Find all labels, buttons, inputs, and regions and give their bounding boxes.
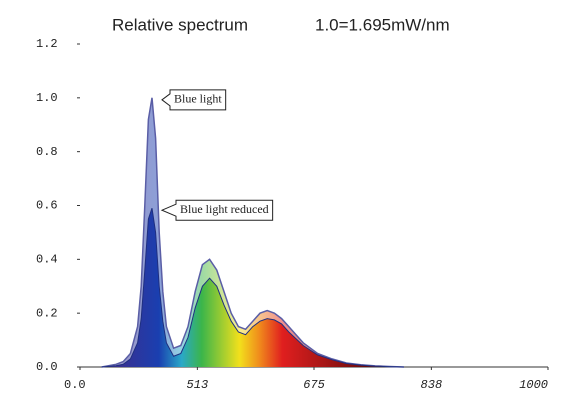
y-tick-label: 0.2: [36, 306, 58, 320]
y-tick-label: 0.8: [36, 145, 58, 159]
y-tick-label: 0.4: [36, 253, 58, 267]
chart-title: Relative spectrum: [112, 15, 248, 34]
x-tick-label: 838: [421, 378, 443, 392]
x-tick-label: 0.0: [64, 378, 86, 392]
x-tick-label: 675: [303, 378, 325, 392]
callout-box: [160, 199, 274, 221]
x-tick-label: 513: [187, 378, 209, 392]
y-tick-label: 0.6: [36, 199, 58, 213]
area-fill: [101, 208, 404, 367]
y-tick-label: 1.2: [36, 37, 58, 51]
x-tick-label: 1000: [519, 378, 548, 392]
area-line: [101, 208, 405, 368]
chart-subtitle: 1.0=1.695mW/nm: [315, 15, 450, 34]
y-tick-label: 0.0: [36, 360, 58, 374]
y-tick-label: 1.0: [36, 91, 58, 105]
callout-box: [161, 89, 227, 111]
legend-label: Blue light reduced: [180, 202, 269, 216]
area-line: [101, 97, 405, 368]
legend-label: Blue light: [174, 92, 222, 106]
